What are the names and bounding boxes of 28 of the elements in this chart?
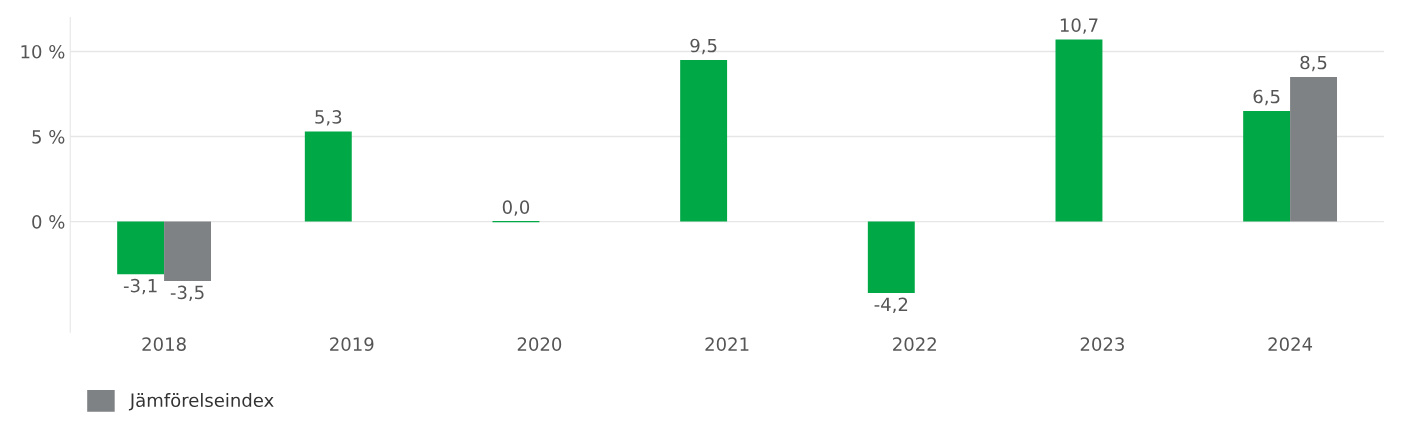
bar [304,131,352,222]
x-tick-label: 2022 [893,337,936,351]
data-label: -3,5 [170,285,204,302]
bar [867,221,915,293]
data-label: 6,5 [1253,89,1280,106]
data-label: 9,5 [690,38,717,55]
data-label: -4,2 [874,297,908,313]
x-tick-label: 2020 [517,337,562,351]
x-tick-label: 2021 [705,337,749,351]
y-tick-label: 0 % [32,215,65,229]
bar [117,221,165,275]
bar [680,60,728,222]
y-tick-label: 10 % [21,44,65,59]
x-tick-label: 2019 [330,337,374,351]
x-tick-label: 2024 [1268,337,1313,351]
bar [1290,77,1338,222]
y-tick-label: 5 % [32,129,65,144]
legend-label: Jämförelseindex [128,393,274,411]
data-label: 10,7 [1060,18,1098,34]
data-label: 0,0 [502,200,530,216]
data-label: 5,3 [315,110,342,126]
data-label: 8,5 [1300,55,1327,72]
bar [164,221,211,282]
x-tick-label: 2023 [1080,337,1124,351]
data-label: -3,1 [123,278,157,295]
bar [1055,39,1103,222]
bar [1243,111,1291,222]
x-tick-label: 2018 [142,337,186,351]
